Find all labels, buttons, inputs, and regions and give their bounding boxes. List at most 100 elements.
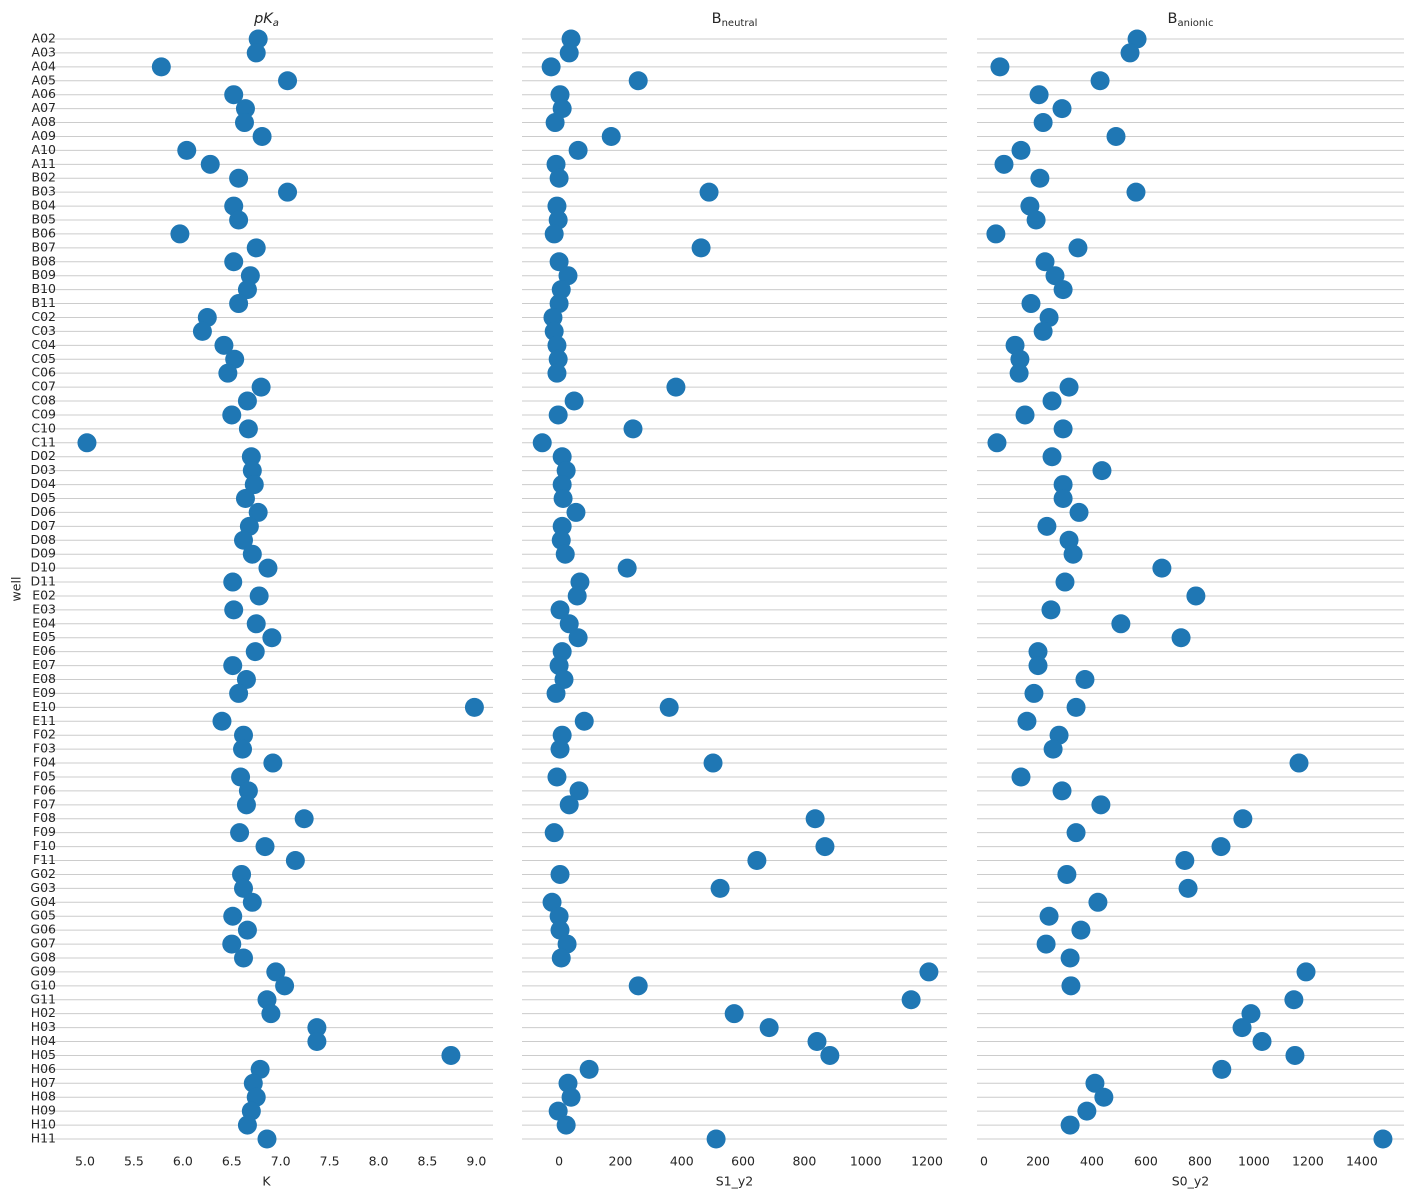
dot: [245, 642, 265, 662]
y-tick-label: G09: [30, 963, 56, 978]
dot: [1088, 892, 1108, 912]
y-tick-label: E02: [32, 587, 56, 602]
y-tick-label: H05: [31, 1047, 56, 1062]
dot: [1186, 586, 1206, 606]
dot: [1057, 864, 1077, 884]
dot: [546, 683, 566, 703]
dot: [549, 252, 569, 272]
dot: [544, 224, 564, 244]
dot: [1039, 906, 1059, 926]
dot: [545, 113, 565, 133]
dot: [1053, 280, 1073, 300]
dot: [553, 488, 573, 508]
dot: [1017, 711, 1037, 731]
dot: [550, 864, 570, 884]
dot: [1053, 475, 1073, 495]
y-tick-label: B08: [32, 253, 57, 268]
dot: [554, 670, 574, 690]
dot: [1285, 1045, 1305, 1065]
dot: [567, 586, 587, 606]
y-tick-label: E11: [32, 713, 56, 728]
dot: [1120, 43, 1140, 63]
title-main: B: [712, 11, 722, 27]
dot: [569, 781, 589, 801]
y-tick-label: A06: [32, 86, 57, 101]
y-tick-label: D10: [30, 560, 56, 575]
y-tick-label: H02: [31, 1005, 56, 1020]
dot: [212, 711, 232, 731]
y-tick-label: H07: [31, 1075, 56, 1090]
y-tick-label: F04: [33, 755, 56, 770]
dot: [1021, 294, 1041, 314]
dot: [986, 224, 1006, 244]
y-tick-label: E04: [32, 615, 56, 630]
y-tick-label: C03: [31, 323, 56, 338]
dot: [223, 572, 243, 592]
dot: [242, 461, 262, 481]
dot: [229, 168, 249, 188]
y-tick-label: D08: [30, 532, 56, 547]
dot: [551, 280, 571, 300]
dot: [238, 781, 258, 801]
dot: [230, 823, 250, 843]
dot: [1069, 502, 1089, 522]
y-tick-label: B10: [32, 281, 57, 296]
y-tick-label: G10: [30, 977, 56, 992]
dot: [235, 488, 255, 508]
dot: [1055, 572, 1075, 592]
dot: [262, 628, 282, 648]
dot: [747, 851, 767, 871]
dot: [1178, 878, 1198, 898]
y-tick-label: G02: [30, 866, 56, 881]
dot: [235, 99, 255, 119]
y-tick-label: G06: [30, 922, 56, 937]
dot: [1063, 544, 1083, 564]
dot: [234, 948, 254, 968]
dot: [628, 71, 648, 91]
dot: [261, 1004, 281, 1024]
dot: [241, 447, 261, 467]
dot: [617, 558, 637, 578]
dot: [1152, 558, 1172, 578]
dot: [1212, 1059, 1232, 1079]
dot: [1053, 488, 1073, 508]
dot: [1171, 628, 1191, 648]
dot: [244, 475, 264, 495]
dot: [249, 586, 269, 606]
y-tick-label: F11: [33, 852, 56, 867]
x-axis-label: K: [262, 1174, 271, 1189]
y-tick-label: E09: [32, 685, 56, 700]
y-tick-label: A07: [32, 100, 56, 115]
dot: [547, 196, 567, 216]
y-tick-label: H06: [31, 1061, 56, 1076]
dot: [258, 558, 278, 578]
dot: [234, 878, 254, 898]
y-tick-label: E10: [32, 699, 56, 714]
dot: [556, 1115, 576, 1135]
x-tick-label: 7.0: [271, 1154, 291, 1169]
y-tick-label: C08: [31, 393, 56, 408]
dot: [1045, 266, 1065, 286]
x-tick-label: 1200: [911, 1154, 943, 1169]
dot: [561, 29, 581, 49]
dot: [251, 377, 271, 397]
dot: [805, 809, 825, 829]
dot: [1052, 781, 1072, 801]
dot: [257, 1129, 277, 1149]
dot: [1042, 391, 1062, 411]
dot: [252, 126, 272, 146]
dot: [275, 976, 295, 996]
y-tick-label: D02: [30, 448, 56, 463]
y-tick-label: A04: [32, 58, 57, 73]
dot: [224, 252, 244, 272]
dot: [1030, 168, 1050, 188]
dot: [706, 1129, 726, 1149]
dot: [1233, 809, 1253, 829]
x-tick-label: 400: [670, 1154, 694, 1169]
dot: [628, 976, 648, 996]
dot: [237, 280, 257, 300]
dot: [234, 530, 254, 550]
dot: [224, 600, 244, 620]
y-tick-label: D05: [30, 490, 56, 505]
y-tick-label: E08: [32, 671, 56, 686]
